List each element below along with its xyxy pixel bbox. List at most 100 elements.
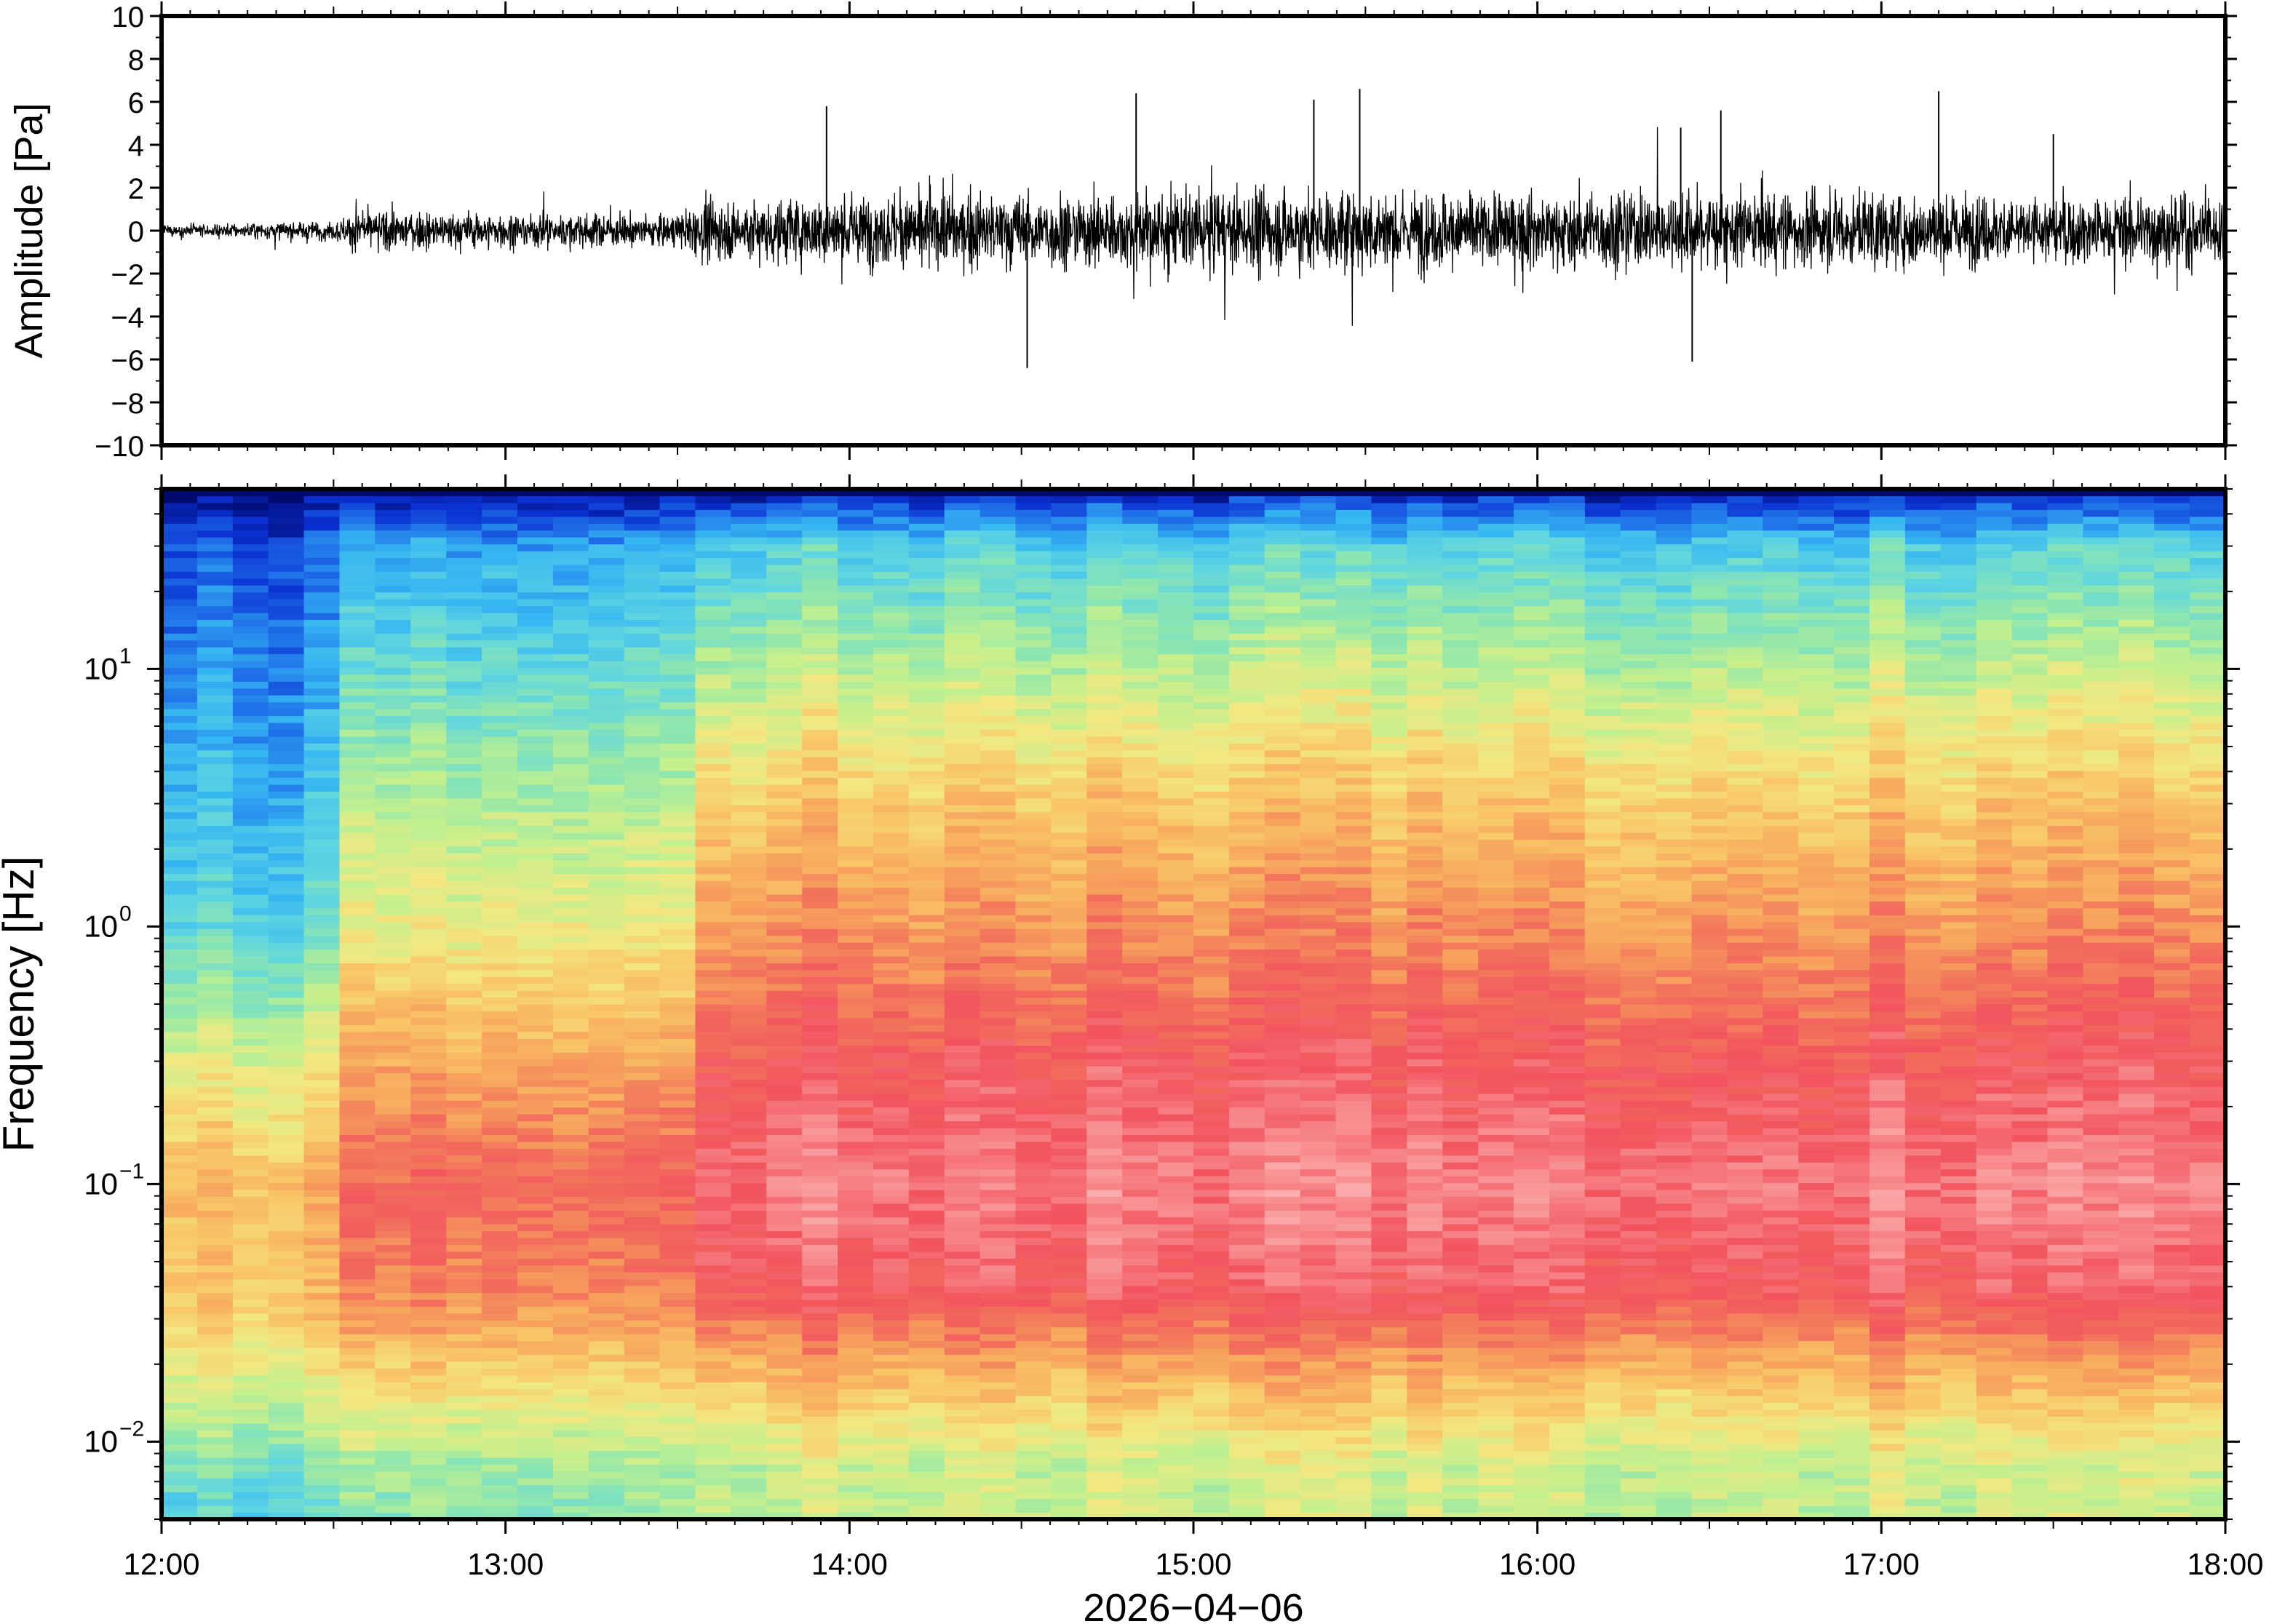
- spectrogram-cell: [1015, 1196, 1052, 1204]
- spectrogram-cell: [1015, 825, 1052, 833]
- spectrogram-cell: [766, 688, 803, 696]
- spectrogram-cell: [624, 729, 661, 737]
- spectrogram-cell: [624, 1127, 661, 1135]
- spectrogram-cell: [482, 1368, 518, 1376]
- spectrogram-cell: [1228, 592, 1265, 600]
- spectrogram-cell: [339, 1038, 375, 1046]
- spectrogram-cell: [446, 661, 482, 669]
- spectrogram-cell: [766, 784, 803, 792]
- spectrogram-cell: [410, 1059, 447, 1067]
- spectrogram-cell: [1193, 729, 1230, 737]
- spectrogram-cell: [1228, 1484, 1265, 1492]
- spectrogram-cell: [375, 1079, 411, 1087]
- spectrogram-cell: [802, 1148, 838, 1156]
- spectrogram-cell: [802, 1107, 838, 1115]
- spectrogram-cell: [979, 935, 1017, 943]
- spectrogram-cell: [162, 771, 198, 779]
- spectrogram-cell: [873, 1450, 910, 1458]
- spectrogram-cell: [873, 495, 910, 503]
- spectrogram-cell: [908, 955, 945, 963]
- spectrogram-cell: [1122, 1354, 1159, 1362]
- spectrogram-cell: [624, 578, 661, 586]
- spectrogram-cell: [162, 880, 198, 888]
- spectrogram-cell: [624, 1354, 661, 1362]
- spectrogram-cell: [375, 722, 411, 730]
- spectrogram-cell: [446, 1436, 482, 1444]
- spectrogram-cell: [624, 1148, 661, 1156]
- spectrogram-cell: [766, 1011, 803, 1019]
- spectrogram-cell: [1228, 873, 1265, 881]
- spectrogram-cell: [375, 1450, 411, 1458]
- spectrogram-cell: [1051, 537, 1087, 545]
- spectrogram-cell: [232, 1512, 269, 1520]
- spectrogram-cell: [482, 955, 518, 963]
- spectrogram-cell: [873, 1505, 910, 1513]
- spectrogram-cell: [1228, 1072, 1265, 1080]
- spectrogram-cell: [1051, 1484, 1087, 1492]
- spectrogram-cell: [196, 1127, 234, 1135]
- spectrogram-cell: [375, 1320, 411, 1328]
- spectrogram-cell: [1122, 757, 1159, 765]
- spectrogram-cell: [1051, 592, 1087, 600]
- spectrogram-cell: [624, 661, 661, 669]
- spectrogram-cell: [1051, 928, 1087, 936]
- spectrogram-cell: [482, 777, 518, 785]
- spectrogram-cell: [838, 709, 874, 717]
- spectrogram-cell: [731, 990, 767, 998]
- spectrogram-cell: [232, 1313, 269, 1321]
- spectrogram-cell: [446, 1107, 482, 1115]
- spectrogram-cell: [196, 653, 234, 661]
- spectrogram-cell: [482, 653, 518, 661]
- spectrogram-cell: [410, 633, 447, 641]
- spectrogram-cell: [268, 1278, 305, 1286]
- spectrogram-cell: [410, 1162, 447, 1170]
- spectrogram-cell: [552, 969, 589, 977]
- spectrogram-cell: [303, 701, 341, 709]
- spectrogram-cell: [268, 893, 305, 901]
- spectrogram-cell: [162, 1292, 198, 1300]
- spectrogram-cell: [659, 867, 696, 875]
- spectrogram-cell: [268, 1299, 305, 1307]
- spectrogram-cell: [873, 1470, 910, 1478]
- spectrogram-cell: [624, 1169, 661, 1177]
- spectrogram-cell: [1264, 1024, 1301, 1032]
- spectrogram-cell: [517, 1059, 554, 1067]
- spectrogram-cell: [1193, 805, 1230, 813]
- spectrogram-cell: [979, 557, 1017, 565]
- spectrogram-cell: [196, 921, 234, 929]
- spectrogram-cell: [482, 1176, 518, 1184]
- spectrogram-cell: [482, 701, 518, 709]
- spectrogram-cell: [766, 674, 803, 682]
- spectrogram-cell: [196, 1299, 234, 1307]
- spectrogram-cell: [838, 1430, 874, 1438]
- spectrogram-cell: [624, 867, 661, 875]
- spectrogram-cell: [303, 839, 341, 847]
- spectrogram-cell: [908, 1182, 945, 1190]
- spectrogram-cell: [873, 853, 910, 861]
- spectrogram-cell: [766, 845, 803, 853]
- spectrogram-cell: [838, 1299, 874, 1307]
- spectrogram-cell: [196, 845, 234, 853]
- spectrogram-cell: [802, 516, 838, 524]
- spectrogram-cell: [410, 1217, 447, 1225]
- spectrogram-cell: [908, 640, 945, 648]
- spectrogram-cell: [196, 1189, 234, 1197]
- spectrogram-cell: [908, 1038, 945, 1046]
- spectrogram-cell: [588, 571, 625, 579]
- spectrogram-cell: [1193, 1017, 1230, 1025]
- spectrogram-cell: [659, 1052, 696, 1060]
- spectrogram-cell: [1228, 805, 1265, 813]
- spectrogram-cell: [162, 763, 198, 771]
- spectrogram-cell: [552, 674, 589, 682]
- spectrogram-cell: [552, 1038, 589, 1046]
- spectrogram-cell: [482, 942, 518, 950]
- spectrogram-cell: [410, 1065, 447, 1073]
- spectrogram-cell: [1158, 509, 1194, 517]
- spectrogram-cell: [446, 1299, 482, 1307]
- spectrogram-cell: [979, 1402, 1017, 1410]
- spectrogram-cell: [1264, 853, 1301, 861]
- spectrogram-cell: [410, 791, 447, 799]
- spectrogram-cell: [552, 1196, 589, 1204]
- spectrogram-cell: [232, 1045, 269, 1053]
- spectrogram-cell: [695, 1498, 731, 1506]
